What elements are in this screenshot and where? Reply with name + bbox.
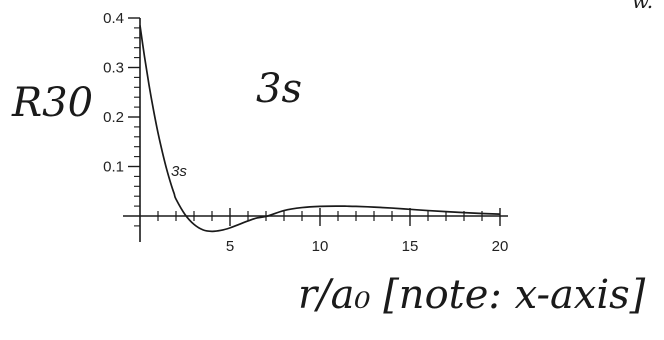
series-3s-label: 3s [171,163,187,180]
y-tick-label: 0.1 [103,159,124,176]
y-tick-label: 0.3 [103,60,124,77]
chart-title: 3s [256,66,302,112]
minor-ticks [134,27,483,227]
y-tick-label: 0.4 [103,10,124,27]
major-ticks [128,17,501,226]
series-3s-line [139,25,501,233]
x-tick-label: 20 [492,238,509,255]
x-axis-label: r/a₀ [note: x-axis] [298,272,646,318]
y-tick-label: 0.2 [103,109,124,126]
x-tick-label: 10 [312,238,329,255]
tick-labels: 5 10 15 20 0.1 0.2 0.3 0.4 [103,10,508,255]
x-tick-label: 5 [226,238,234,255]
corner-handwriting: w. [632,0,653,13]
x-tick-label: 15 [402,238,419,255]
y-axis-label: R30 [11,80,93,126]
